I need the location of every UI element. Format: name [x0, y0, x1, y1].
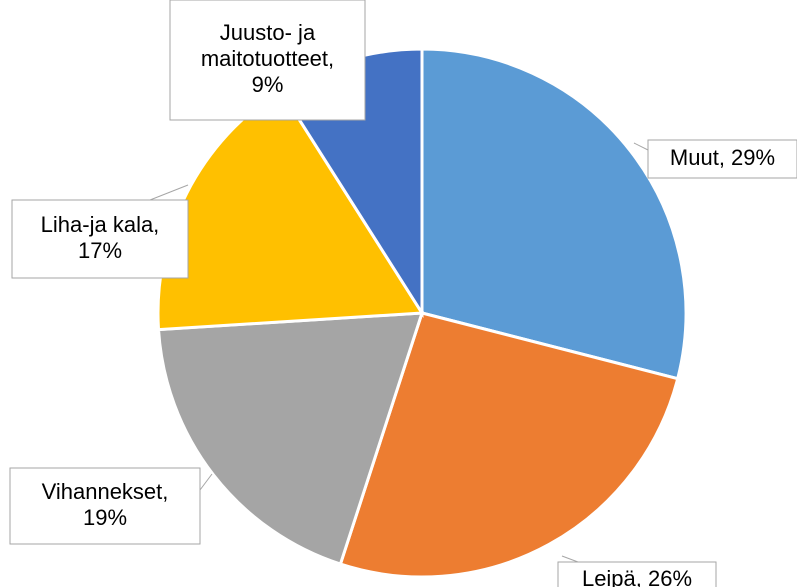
label-box	[9, 467, 201, 545]
leader-line	[199, 473, 213, 491]
data-label: Juusto- ja maitotuotteet, 9%	[201, 20, 334, 97]
label-line: Liha-ja kala,	[41, 212, 160, 237]
label-line: Muut, 29%	[670, 145, 775, 170]
label-line: 19%	[83, 505, 127, 530]
label-box	[647, 139, 797, 179]
label-box	[11, 199, 189, 279]
leader-line	[561, 555, 579, 563]
label-line: 9%	[252, 72, 284, 97]
pie-slice	[420, 47, 688, 381]
label-box	[169, 0, 366, 121]
label-line: maitotuotteet,	[201, 46, 334, 71]
leader-line	[633, 142, 649, 151]
label-line: Leipä, 26%	[582, 566, 692, 587]
pie-slice	[338, 311, 680, 579]
data-label: Leipä, 26%	[582, 566, 692, 587]
label-line: Juusto- ja	[220, 20, 316, 45]
data-label: Muut, 29%	[670, 145, 775, 170]
leader-line	[149, 184, 189, 201]
label-line: 17%	[78, 238, 122, 263]
data-label: Liha-ja kala, 17%	[41, 212, 160, 263]
pie-slice	[156, 311, 425, 566]
label-box	[557, 561, 717, 587]
data-label: Vihannekset, 19%	[42, 479, 169, 530]
label-line: Vihannekset,	[42, 479, 169, 504]
